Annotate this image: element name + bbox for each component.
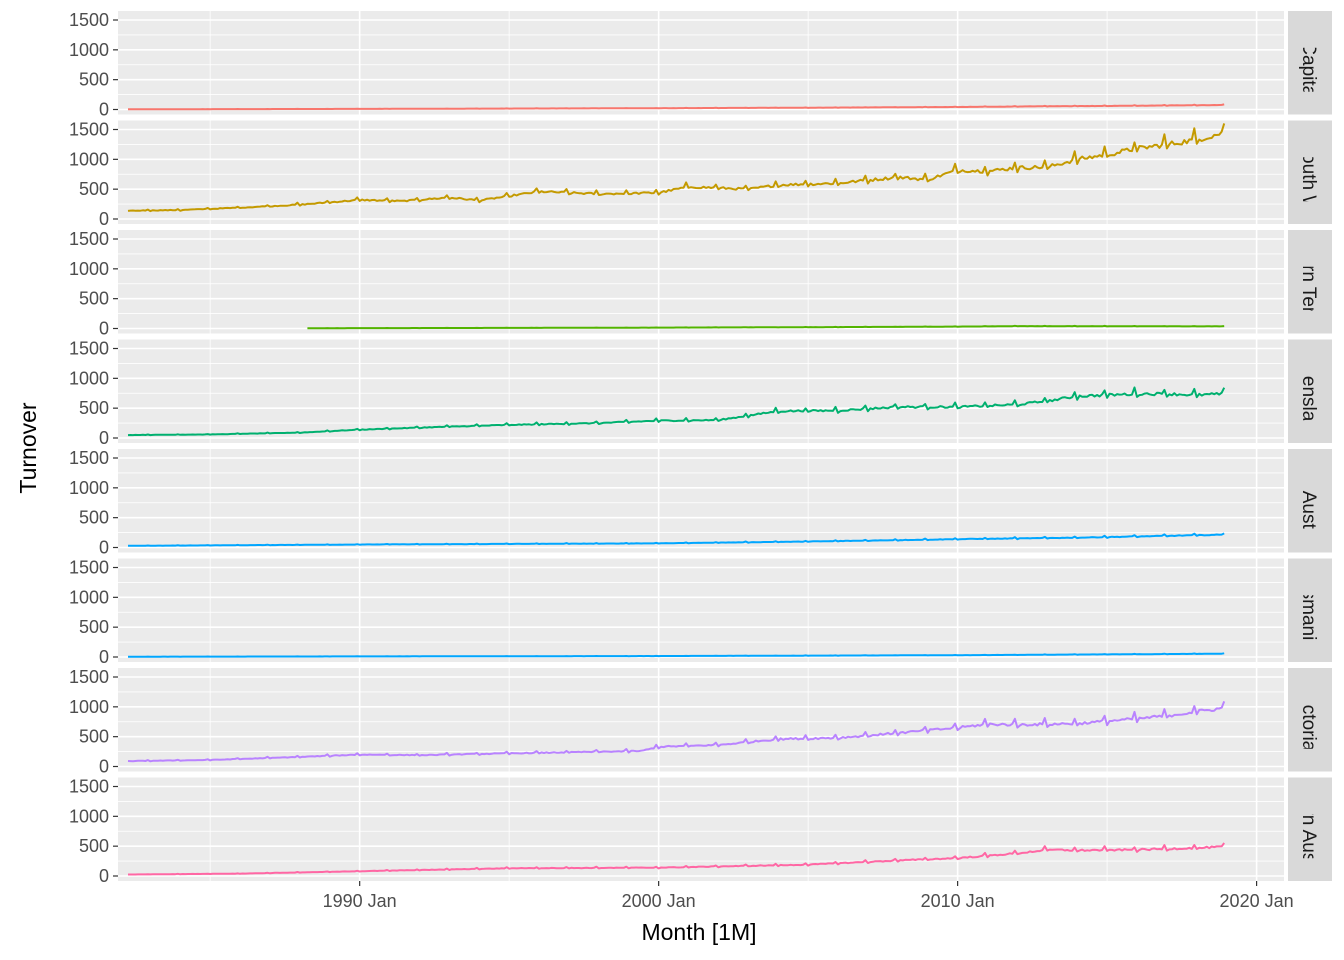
y-tick-label: 0 [99,866,109,886]
x-axis: 1990 Jan 2000 Jan 2010 Jan 2020 Jan [323,881,1294,911]
y-tick-label: 0 [99,319,109,339]
y-tick-label: 1500 [69,558,109,578]
y-tick-label: 500 [79,617,109,637]
series-line [127,701,1226,763]
y-tick-label: 500 [79,727,109,747]
facet-strip [1288,339,1332,443]
series-line [128,842,1225,876]
facet-strip-label: Australian Capital Territory [1298,0,1319,174]
facet-panel: 0 500 1000 1500 Queensland [69,339,1332,448]
facet-strip-label: Victoria [1298,688,1319,751]
y-tick-label: 1500 [69,667,109,687]
x-tick-label: 1990 Jan [323,891,397,911]
y-tick-label: 500 [79,179,109,199]
y-tick-label: 0 [99,100,109,120]
facet-strip [1288,120,1332,224]
y-tick-label: 1500 [69,120,109,140]
panel-background [118,120,1284,224]
x-tick-label: 2000 Jan [622,891,696,911]
y-tick-label: 1000 [69,368,109,388]
series-line [128,532,1225,547]
y-tick-label: 1000 [69,806,109,826]
panel-background [118,668,1284,772]
facet-panel: 0 500 1000 1500 Australian Capital Territory [69,0,1332,174]
facet-panel: 0 500 1000 1500 South Australia [69,437,1332,565]
panel-background [118,11,1284,115]
facet-strip [1288,668,1332,772]
series-line [127,123,1226,213]
facet-strip-label: Western Australia [1298,755,1319,904]
y-tick-label: 1500 [69,10,109,30]
y-tick-label: 0 [99,209,109,229]
y-tick-label: 1000 [69,478,109,498]
facet-panel: 0 500 1000 1500 Northern Territory [69,208,1332,356]
facet-panel: 0 500 1000 1500 Victoria [69,667,1332,777]
facet-panel: 0 500 1000 1500 Tasmania [69,558,1332,667]
panel-background [118,449,1284,553]
y-tick-label: 500 [79,836,109,856]
x-axis-title: Month [1M] [641,919,756,945]
panel-background [118,777,1284,881]
facet-strip [1288,558,1332,662]
facet-strip [1288,11,1332,115]
y-tick-label: 1000 [69,40,109,60]
facet-strip-label: Tasmania [1298,570,1319,652]
y-tick-label: 1000 [69,259,109,279]
y-axis-title: Turnover [15,402,41,494]
y-tick-label: 1500 [69,448,109,468]
panel-background [118,230,1284,334]
facet-panels: 0 500 1000 1500 Australian Capital Territory… [69,0,1332,904]
panel-background [118,558,1284,662]
y-tick-label: 1500 [69,777,109,797]
y-tick-label: 500 [79,508,109,528]
y-tick-label: 1500 [69,229,109,249]
y-tick-label: 500 [79,398,109,418]
x-tick-label: 2010 Jan [921,891,995,911]
y-tick-label: 1000 [69,149,109,169]
facet-strip [1288,230,1332,334]
facet-strip [1288,777,1332,881]
panel-background [118,339,1284,443]
series-line [127,386,1226,437]
facet-strip-label: Queensland [1298,340,1319,442]
y-tick-label: 500 [79,289,109,309]
facet-panel: 0 500 1000 1500 Western Australia [69,755,1332,904]
facet-strip [1288,449,1332,553]
facet-strip-label: New South Wales [1298,97,1319,247]
y-tick-label: 0 [99,538,109,558]
y-tick-label: 1000 [69,697,109,717]
y-tick-label: 0 [99,647,109,667]
y-tick-label: 1000 [69,587,109,607]
y-tick-label: 1500 [69,339,109,359]
y-tick-label: 500 [79,70,109,90]
facet-strip-label: Northern Territory [1298,208,1319,356]
facet-strip-label: South Australia [1298,437,1319,565]
facet-panel: 0 500 1000 1500 New South Wales [69,97,1332,247]
x-tick-label: 2020 Jan [1220,891,1294,911]
series-line [128,103,1225,111]
series-line [307,324,1225,330]
y-tick-label: 0 [99,757,109,777]
y-tick-label: 0 [99,428,109,448]
series-line [128,652,1225,658]
